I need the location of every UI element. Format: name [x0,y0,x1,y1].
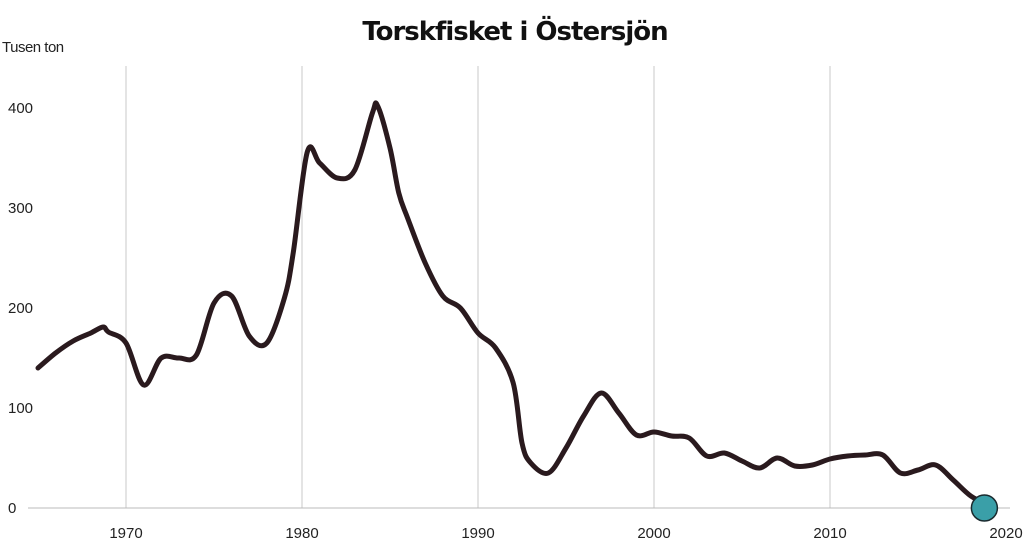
y-tick-label: 300 [8,200,33,217]
gridlines [28,66,1010,509]
x-axis: 1970 1980 1990 2000 2010 2020 [109,525,1022,542]
latest-value-marker [970,494,999,522]
y-tick-label: 0 [8,500,16,517]
x-tick-label: 2000 [637,525,670,542]
x-tick-label: 2010 [813,525,846,542]
series-line [35,100,991,508]
chart-title: Torskfisket i Östersjön [362,14,667,47]
x-tick-label: 2020 [989,525,1022,542]
y-tick-label: 400 [8,100,33,117]
y-tick-label: 100 [8,400,33,417]
y-axis-label: Tusen ton [2,39,64,56]
y-axis: 0 100 200 300 400 [8,100,33,517]
x-tick-label: 1970 [109,525,142,542]
x-tick-label: 1980 [285,525,318,542]
x-tick-label: 1990 [461,525,494,542]
y-tick-label: 200 [8,300,33,317]
